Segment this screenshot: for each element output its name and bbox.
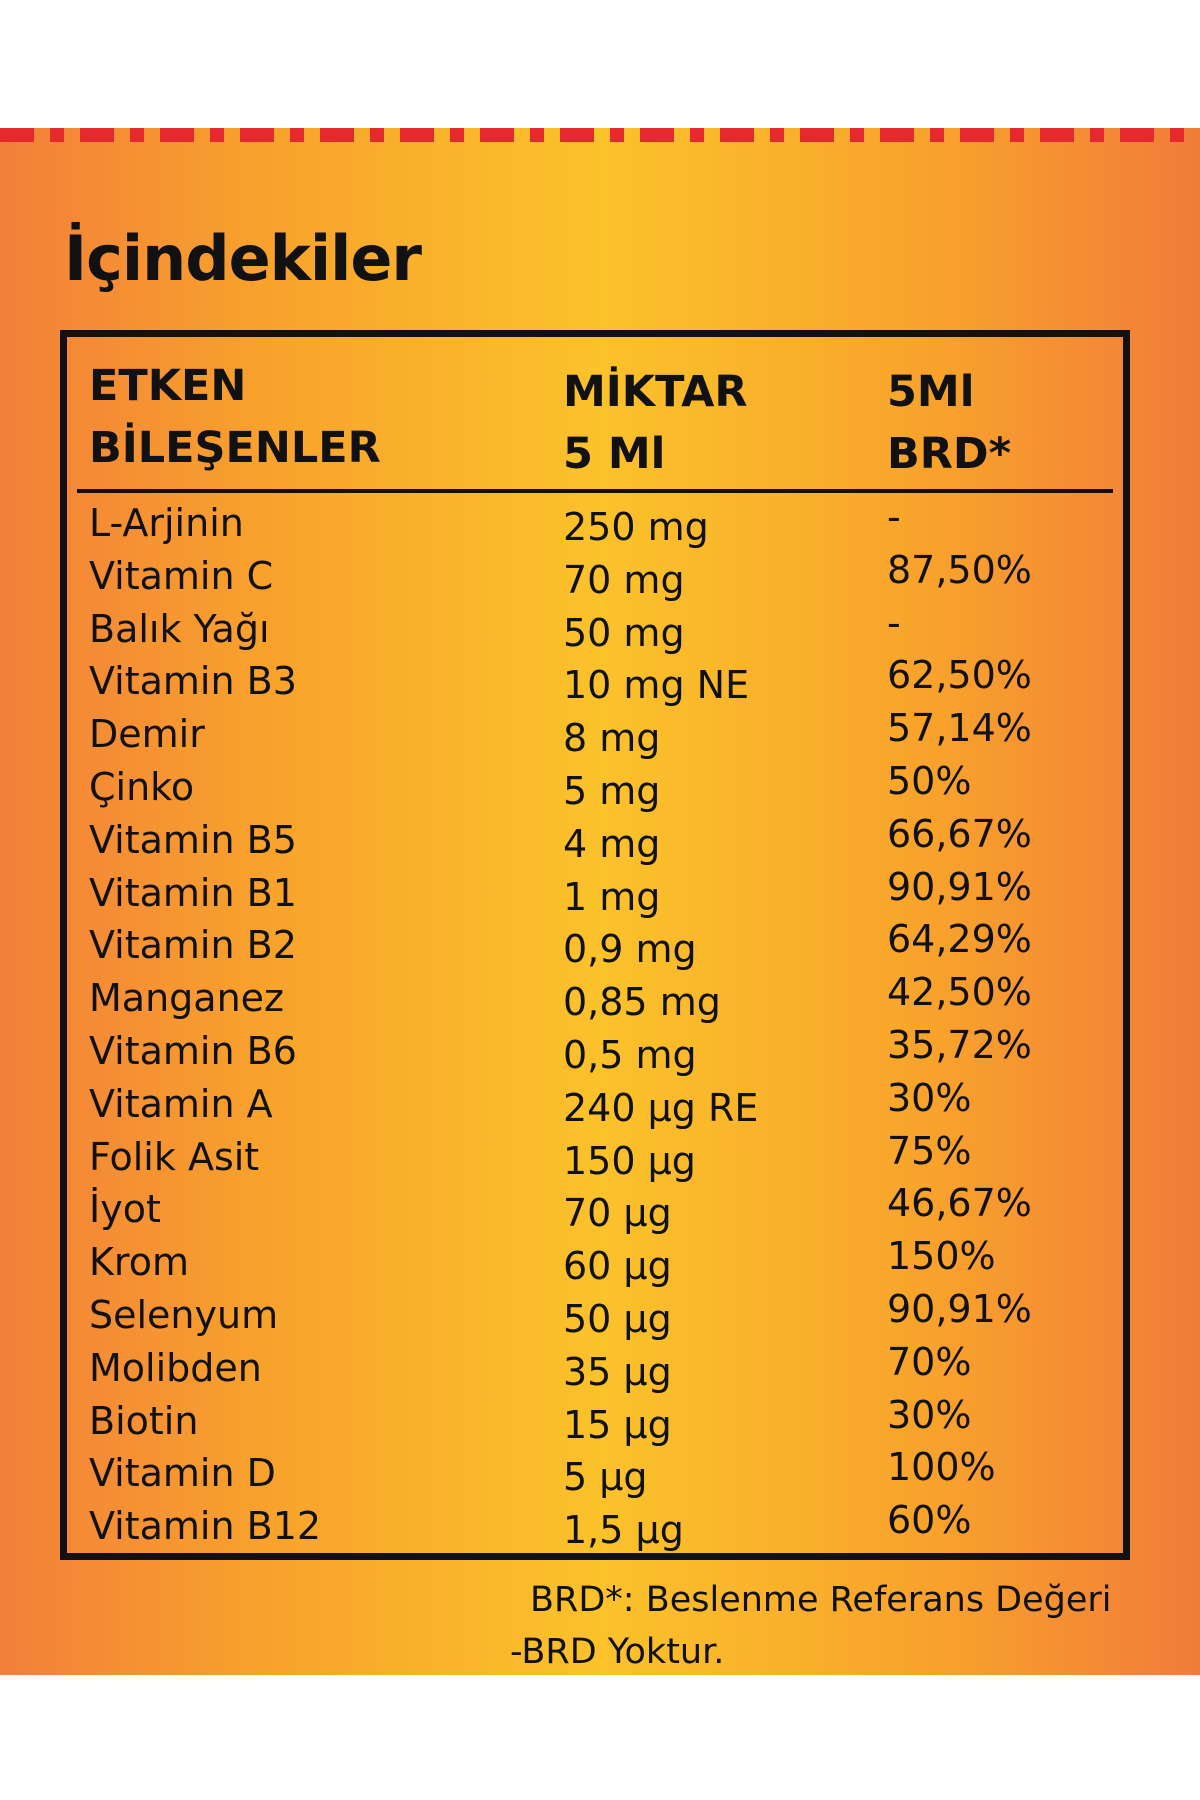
table-row: Çinko 5 mg 50%	[67, 759, 1123, 814]
ingredients-table: ETKEN BİLEŞENLER MİKTAR 5 Ml 5Ml BRD* L-…	[60, 330, 1130, 1560]
ingredient-brd: 62,50%	[887, 653, 1032, 698]
table-body: L-Arjinin 250 mg - Vitamin C 70 mg 87,50% Balı…	[67, 495, 1123, 1553]
ingredient-brd: 50%	[887, 758, 972, 803]
table-row: Vitamin B2 0,9 mg 64,29%	[67, 917, 1123, 972]
ingredient-brd: 70%	[887, 1339, 972, 1384]
ingredient-name: Vitamin C	[89, 553, 274, 598]
ingredient-amount: 1 mg	[563, 874, 661, 919]
ingredient-amount: 240 µg RE	[563, 1085, 759, 1130]
ingredient-amount: 250 mg	[563, 505, 709, 549]
ingredient-amount: 60 µg	[563, 1244, 672, 1289]
ingredient-brd: 57,14%	[887, 706, 1032, 751]
ingredient-brd: -	[887, 600, 901, 645]
ingredient-name: İyot	[89, 1187, 161, 1232]
table-row: Selenyum 50 µg 90,91%	[67, 1287, 1123, 1342]
ingredient-amount: 5 µg	[563, 1455, 648, 1500]
table-row: Vitamin B12 1,5 µg 60%	[67, 1498, 1123, 1553]
ingredient-amount: 0,5 mg	[563, 1032, 697, 1077]
header-brd: 5Ml BRD*	[887, 367, 1012, 479]
ingredient-name: Vitamin B12	[89, 1504, 322, 1549]
table-row: Vitamin B1 1 mg 90,91%	[67, 865, 1123, 920]
ingredient-name: Biotin	[89, 1398, 199, 1443]
ingredient-amount: 50 mg	[563, 610, 685, 655]
ingredient-name: Vitamin B1	[89, 870, 297, 915]
table-row: Biotin 15 µg 30%	[67, 1393, 1123, 1448]
table-row: Folik Asit 150 µg 75%	[67, 1129, 1123, 1184]
ingredient-amount: 15 µg	[563, 1402, 672, 1447]
ingredient-amount: 70 µg	[563, 1191, 672, 1236]
table-row: Manganez 0,85 mg 42,50%	[67, 970, 1123, 1025]
header-separator	[77, 489, 1113, 493]
ingredient-brd: 35,72%	[887, 1022, 1032, 1067]
page-title: İçindekiler	[64, 222, 422, 295]
ingredient-brd: 66,67%	[887, 811, 1032, 856]
footnote-no-brd: -BRD Yoktur.	[510, 1632, 725, 1672]
ingredient-brd: 90,91%	[887, 1286, 1032, 1331]
ingredient-amount: 70 mg	[563, 557, 685, 602]
ingredient-amount: 0,85 mg	[563, 980, 721, 1025]
table-row: Balık Yağı 50 mg -	[67, 601, 1123, 656]
ingredient-name: Vitamin B2	[89, 923, 297, 968]
ingredient-name: Vitamin B6	[89, 1028, 297, 1073]
ingredient-amount: 5 mg	[563, 768, 661, 813]
ingredient-brd: 30%	[887, 1075, 972, 1120]
ingredient-brd: 42,50%	[887, 970, 1032, 1015]
ingredient-name: Demir	[89, 712, 205, 757]
ingredient-name: Folik Asit	[89, 1134, 260, 1179]
ingredient-amount: 35 µg	[563, 1349, 672, 1394]
ingredient-name: Vitamin D	[89, 1451, 276, 1496]
ingredient-name: Vitamin B3	[89, 659, 297, 704]
ingredient-amount: 0,9 mg	[563, 927, 697, 972]
ingredient-amount: 50 µg	[563, 1296, 672, 1341]
ingredient-brd: 90,91%	[887, 864, 1032, 909]
header-amount: MİKTAR 5 Ml	[563, 367, 748, 479]
footnote-brd: BRD*: Beslenme Referans Değeri	[530, 1580, 1112, 1620]
ingredient-amount: 8 mg	[563, 716, 661, 761]
ingredient-name: Manganez	[89, 976, 284, 1021]
ingredient-name: Balık Yağı	[89, 606, 270, 651]
table-row: Vitamin C 70 mg 87,50%	[67, 548, 1123, 603]
header-active-ingredients: ETKEN BİLEŞENLER	[89, 361, 381, 473]
ingredient-brd: 150%	[887, 1234, 996, 1279]
table-row: L-Arjinin 250 mg -	[67, 495, 1123, 550]
table-row: Demir 8 mg 57,14%	[67, 706, 1123, 761]
ingredient-brd: 100%	[887, 1445, 996, 1490]
ingredient-name: Vitamin A	[89, 1081, 273, 1126]
ingredient-brd: 64,29%	[887, 917, 1032, 962]
ingredient-brd: 60%	[887, 1498, 972, 1543]
ingredient-name: L-Arjinin	[89, 501, 244, 545]
ingredient-name: Çinko	[89, 764, 195, 809]
table-row: Vitamin D 5 µg 100%	[67, 1445, 1123, 1500]
table-row: Vitamin B6 0,5 mg 35,72%	[67, 1023, 1123, 1078]
table-row: Vitamin B3 10 mg NE 62,50%	[67, 653, 1123, 708]
table-row: Vitamin A 240 µg RE 30%	[67, 1076, 1123, 1131]
ingredient-amount: 4 mg	[563, 821, 661, 866]
ingredient-brd: 30%	[887, 1392, 972, 1437]
ingredient-brd: 46,67%	[887, 1181, 1032, 1226]
ingredient-amount: 150 µg	[563, 1138, 696, 1183]
ingredient-amount: 10 mg NE	[563, 663, 750, 708]
table-row: Molibden 35 µg 70%	[67, 1340, 1123, 1395]
label-background	[0, 128, 1200, 1675]
ingredient-brd: 87,50%	[887, 547, 1032, 592]
ingredient-brd: -	[887, 495, 901, 539]
ingredient-amount: 1,5 µg	[563, 1508, 684, 1553]
dashed-divider	[0, 128, 1200, 142]
table-row: Vitamin B5 4 mg 66,67%	[67, 812, 1123, 867]
table-row: İyot 70 µg 46,67%	[67, 1181, 1123, 1236]
ingredient-name: Vitamin B5	[89, 817, 297, 862]
ingredient-name: Krom	[89, 1240, 189, 1285]
table-row: Krom 60 µg 150%	[67, 1234, 1123, 1289]
ingredient-name: Molibden	[89, 1345, 262, 1390]
ingredient-name: Selenyum	[89, 1292, 279, 1337]
ingredient-brd: 75%	[887, 1128, 972, 1173]
